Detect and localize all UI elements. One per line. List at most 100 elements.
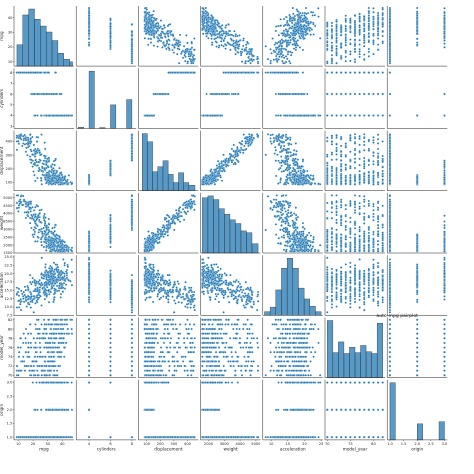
scatter-point [363,23,366,27]
scatter-point [291,25,294,28]
scatter-point [282,62,285,65]
scatter-point [177,39,180,42]
y-tick-label: 4 [10,114,13,118]
scatter-point [237,45,241,48]
scatter-point [288,71,291,74]
scatter-point [295,29,298,32]
scatter-point [358,92,361,96]
scatter-point [147,15,151,18]
scatter-point [372,32,375,36]
scatter-point [217,92,221,96]
scatter-point [330,36,334,39]
scatter-point [215,29,219,33]
scatter-point [171,71,174,74]
scatter-point [293,23,296,26]
scatter-point [214,37,218,40]
scatter-point [276,52,279,56]
scatter-point [443,27,446,31]
scatter-point [330,58,334,61]
scatter-point [202,20,205,23]
scatter-point [217,46,220,49]
scatter-point [250,58,253,61]
scatter-point [274,50,277,54]
y-tick-label: 30 [8,31,13,35]
scatter-point [55,92,58,96]
scatter-point [186,71,190,74]
scatter-point [284,48,288,52]
scatter-point [326,71,329,74]
panel-cylinders-vs-displacement [138,68,199,129]
scatter-point [372,40,375,44]
scatter-point [277,34,281,37]
scatter-point [330,71,334,74]
scatter-point [381,34,384,38]
scatter-point [281,59,284,63]
scatter-point [130,58,134,61]
scatter-point [154,25,157,28]
scatter-point [189,54,192,58]
scatter-point [349,38,352,41]
scatter-point [226,41,229,44]
scatter-point [147,37,150,40]
scatter-point [51,163,54,166]
scatter-point [193,37,196,40]
scatter-point [144,6,147,10]
scatter-point [388,58,392,61]
hist-bar [57,53,64,67]
scatter-point [372,52,375,56]
scatter-point [376,16,380,20]
scatter-point [353,50,357,53]
scatter-point [213,21,217,25]
scatter-point [388,114,392,117]
scatter-point [292,36,295,39]
scatter-point [232,34,235,37]
scatter-point [372,28,375,31]
scatter-point [210,34,213,38]
scatter-point [416,41,419,44]
scatter-point [193,71,196,74]
scatter-point [344,14,347,17]
scatter-point [225,32,228,36]
scatter-point [207,28,210,31]
scatter-point [388,25,392,28]
scatter-point [213,25,217,29]
scatter-point [146,29,149,32]
scatter-point [363,71,366,74]
scatter-point [224,35,227,38]
scatter-point [144,32,148,35]
scatter-point [307,20,310,23]
scatter-point [40,133,43,136]
scatter-point [293,39,296,42]
scatter-point [225,44,228,47]
scatter-point [224,92,227,96]
scatter-point [144,14,148,17]
scatter-point [205,21,208,24]
scatter-point [294,92,297,96]
scatter-point [335,45,338,48]
scatter-point [288,16,292,20]
scatter-point [284,28,288,31]
scatter-point [300,14,304,17]
scatter-point [159,19,163,22]
scatter-point [286,39,290,42]
scatter-point [376,14,380,17]
scatter-point [297,114,300,117]
scatter-point [330,24,334,28]
panel-cylinders-vs-model_year [324,68,385,129]
scatter-point [205,92,208,96]
scatter-point [367,9,370,13]
scatter-point [376,30,380,33]
scatter-point [314,24,317,28]
scatter-point [169,31,172,34]
scatter-point [54,114,58,117]
scatter-point [30,161,33,164]
panel-cylinders-vs-acceleration [262,68,323,129]
scatter-point [367,35,370,38]
scatter-point [280,38,284,41]
hist-bar [28,8,35,67]
scatter-point [155,31,158,35]
scatter-point [146,43,150,46]
scatter-point [256,57,259,61]
scatter-point [242,37,245,40]
scatter-point [269,62,272,65]
